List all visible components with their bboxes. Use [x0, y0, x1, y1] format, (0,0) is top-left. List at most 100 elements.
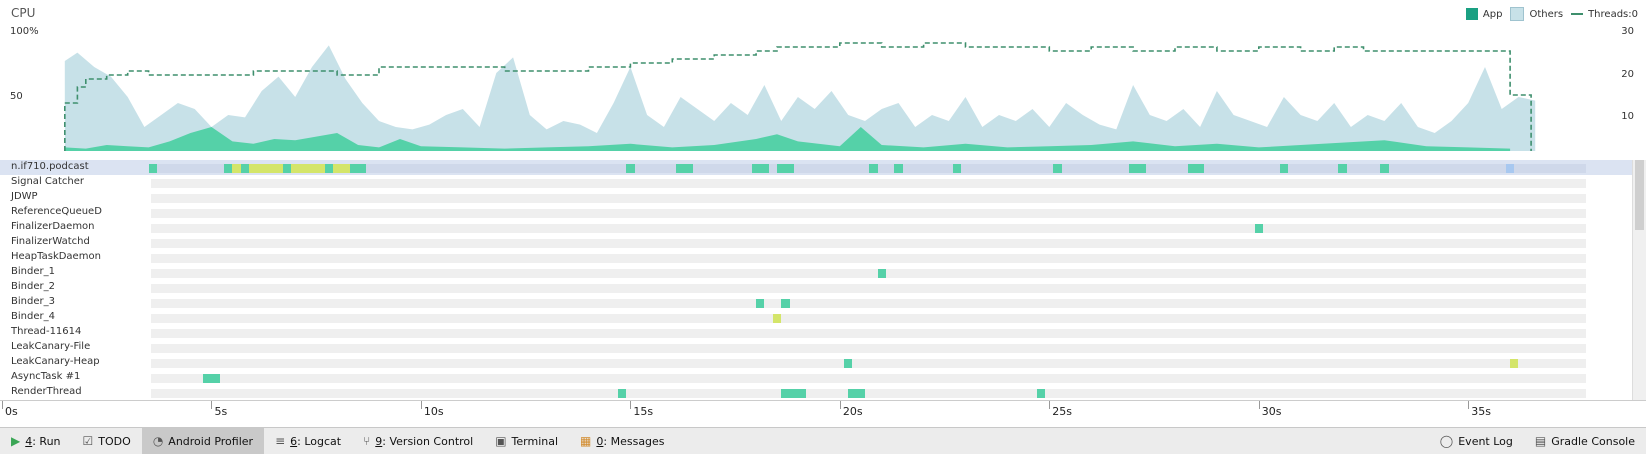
thread-state-segment[interactable] — [1053, 164, 1062, 173]
thread-activity-track[interactable] — [151, 209, 1586, 218]
thread-state-segment[interactable] — [894, 164, 903, 173]
thread-state-segment[interactable] — [232, 164, 241, 173]
thread-activity-track[interactable] — [151, 314, 1586, 323]
thread-row[interactable]: Binder_2 — [0, 280, 1632, 295]
thread-state-segment[interactable] — [1510, 359, 1519, 368]
thread-state-segment[interactable] — [148, 164, 157, 173]
terminal-icon: ▣ — [495, 434, 507, 448]
thread-row[interactable]: ReferenceQueueD — [0, 205, 1632, 220]
thread-state-segment[interactable] — [877, 269, 886, 278]
thread-state-segment[interactable] — [777, 164, 794, 173]
thread-activity-track[interactable] — [151, 344, 1586, 353]
thread-activity-track[interactable] — [151, 254, 1586, 263]
tool-window-button[interactable]: ▤ Gradle Console — [1524, 428, 1646, 454]
scrollbar-thumb[interactable] — [1635, 160, 1644, 230]
tool-window-button[interactable]: ▦ 0: Messages — [569, 428, 676, 454]
thread-name: Thread-11614 — [11, 326, 82, 337]
thread-row[interactable]: Binder_1 — [0, 265, 1632, 280]
time-axis-label: 5s — [214, 405, 228, 418]
thread-state-segment[interactable] — [203, 374, 220, 383]
tool-window-button[interactable]: ☑ TODO — [72, 428, 142, 454]
thread-activity-track[interactable] — [151, 224, 1586, 233]
tool-window-button[interactable]: ⑂ 9: Version Control — [352, 428, 484, 454]
shortcut-key: 4 — [25, 434, 33, 448]
tool-window-button[interactable]: ▶ 4: Run — [0, 428, 72, 454]
thread-row[interactable]: FinalizerDaemon — [0, 220, 1632, 235]
thread-state-segment[interactable] — [952, 164, 962, 173]
thread-state-segment[interactable] — [349, 164, 367, 173]
thread-state-segment[interactable] — [869, 164, 878, 173]
legend-threads-dash — [1571, 13, 1584, 15]
thread-activity-track[interactable] — [151, 194, 1586, 203]
thread-name: JDWP — [11, 191, 38, 202]
thread-state-segment[interactable] — [282, 164, 292, 173]
thread-state-segment[interactable] — [1505, 164, 1515, 173]
tool-window-button[interactable]: ◔ Android Profiler — [141, 428, 265, 454]
thread-state-segment[interactable] — [781, 389, 807, 398]
thread-row[interactable]: LeakCanary-Heap — [0, 355, 1632, 370]
thread-state-segment[interactable] — [772, 314, 782, 323]
tool-window-label: TODO — [98, 434, 131, 448]
thread-list-scrollbar[interactable] — [1632, 160, 1646, 400]
thread-state-segment[interactable] — [249, 164, 283, 173]
thread-activity-track[interactable] — [151, 269, 1586, 278]
cpu-title: CPU — [11, 6, 36, 20]
thread-activity-track[interactable] — [151, 359, 1586, 368]
legend-app: App — [1465, 8, 1503, 20]
thread-state-segment[interactable] — [781, 299, 790, 308]
legend-app-label: App — [1482, 8, 1503, 20]
thread-activity-track[interactable] — [148, 164, 1586, 173]
thread-state-segment[interactable] — [617, 389, 627, 398]
right-axis-label-30: 30 — [1621, 26, 1634, 37]
thread-state-segment[interactable] — [332, 164, 350, 173]
time-axis-label: 30s — [1261, 405, 1282, 418]
thread-state-segment[interactable] — [1128, 164, 1146, 173]
thread-state-segment[interactable] — [1279, 164, 1289, 173]
thread-state-segment[interactable] — [848, 389, 865, 398]
thread-row[interactable]: Binder_4 — [0, 310, 1632, 325]
thread-state-segment[interactable] — [676, 164, 694, 173]
thread-activity-track[interactable] — [151, 389, 1586, 398]
thread-activity-track[interactable] — [151, 284, 1586, 293]
thread-state-segment[interactable] — [1380, 164, 1389, 173]
thread-state-segment[interactable] — [1187, 164, 1205, 173]
thread-activity-track[interactable] — [151, 179, 1586, 188]
thread-state-segment[interactable] — [1254, 224, 1263, 233]
thread-row[interactable]: Signal Catcher — [0, 175, 1632, 190]
thread-list[interactable]: n.if710.podcast Signal Catcher JDWP Referen… — [0, 160, 1646, 400]
thread-row[interactable]: Thread-11614 — [0, 325, 1632, 340]
tool-window-button[interactable]: ▣ Terminal — [484, 428, 569, 454]
time-axis-tick — [420, 401, 422, 409]
thread-row[interactable]: HeapTaskDaemon — [0, 250, 1632, 265]
thread-activity-track[interactable] — [151, 299, 1586, 308]
thread-row[interactable]: JDWP — [0, 190, 1632, 205]
thread-state-segment[interactable] — [626, 164, 635, 173]
thread-row[interactable]: RenderThread — [0, 385, 1632, 400]
thread-row[interactable]: LeakCanary-File — [0, 340, 1632, 355]
thread-state-segment[interactable] — [1338, 164, 1347, 173]
tool-window-button[interactable]: ◯ Event Log — [1429, 428, 1524, 454]
tool-window-button[interactable]: ≡ 6: Logcat — [264, 428, 352, 454]
thread-state-segment[interactable] — [240, 164, 250, 173]
thread-activity-track[interactable] — [151, 374, 1586, 383]
thread-row[interactable]: AsyncTask #1 — [0, 370, 1632, 385]
thread-state-segment[interactable] — [844, 359, 853, 368]
right-axis-label-20: 20 — [1621, 69, 1634, 80]
thread-state-segment[interactable] — [756, 299, 765, 308]
thread-activity-track[interactable] — [151, 329, 1586, 338]
thread-name: Binder_3 — [11, 296, 55, 307]
cpu-chart[interactable]: CPU 100% 50 30 20 10 App Others Threads:… — [0, 0, 1646, 160]
thread-state-segment[interactable] — [291, 164, 325, 173]
thread-row[interactable]: FinalizerWatchd — [0, 235, 1632, 250]
thread-activity-track[interactable] — [151, 239, 1586, 248]
series-app-area — [64, 127, 1511, 151]
thread-state-segment[interactable] — [224, 164, 233, 173]
thread-state-segment[interactable] — [324, 164, 333, 173]
thread-row[interactable]: n.if710.podcast — [0, 160, 1632, 175]
thread-state-segment[interactable] — [751, 164, 769, 173]
thread-name: n.if710.podcast — [11, 161, 89, 172]
thread-row[interactable]: Binder_3 — [0, 295, 1632, 310]
thread-state-segment[interactable] — [1036, 389, 1046, 398]
legend-others-label: Others — [1529, 8, 1564, 20]
time-axis-label: 0s — [5, 405, 18, 418]
